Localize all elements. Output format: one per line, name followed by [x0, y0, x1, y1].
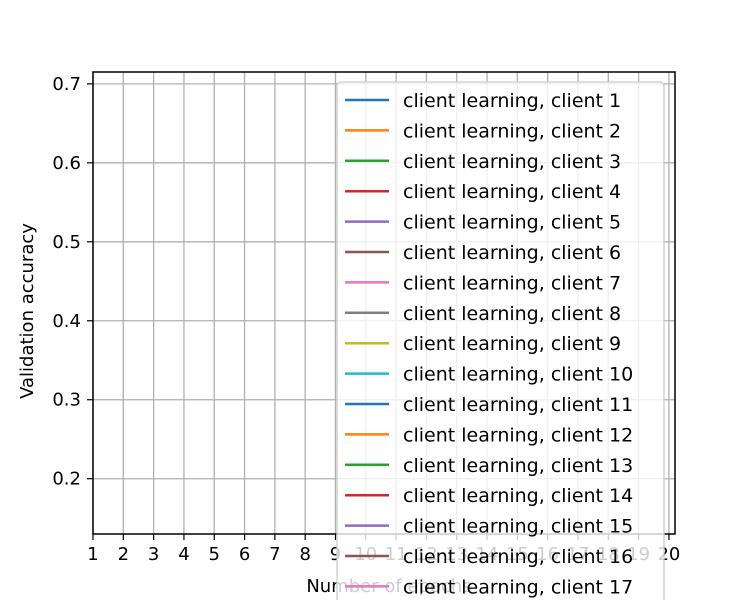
legend-label: client learning, client 10 [403, 364, 633, 386]
x-tick-label: 6 [239, 544, 250, 565]
legend-label: client learning, client 12 [403, 424, 633, 446]
legend-label: client learning, client 3 [403, 151, 621, 173]
legend-label: client learning, client 5 [403, 212, 621, 234]
x-tick-label: 3 [148, 544, 159, 565]
x-tick-label: 2 [118, 544, 129, 565]
legend-label: client learning, client 6 [403, 242, 621, 264]
legend-label: client learning, client 16 [403, 546, 633, 568]
x-tick-label: 4 [178, 544, 189, 565]
legend-label: client learning, client 17 [403, 576, 633, 598]
x-tick-label: 7 [269, 544, 280, 565]
legend-label: client learning, client 9 [403, 333, 621, 355]
legend-label: client learning, client 15 [403, 516, 633, 538]
y-tick-label: 0.5 [52, 232, 81, 253]
legend-label: client learning, client 8 [403, 303, 621, 325]
y-axis-label: Validation accuracy [17, 223, 38, 399]
y-tick-label: 0.6 [52, 153, 81, 174]
legend-box [336, 81, 665, 600]
legend-label: client learning, client 14 [403, 485, 633, 507]
y-tick-label: 0.7 [52, 74, 81, 95]
x-tick-label: 9 [330, 544, 341, 565]
y-tick-label: 0.3 [52, 390, 81, 411]
legend-label: client learning, client 11 [403, 394, 633, 416]
legend-label: client learning, client 7 [403, 272, 621, 294]
legend: client learning, client 1 client learning… [336, 81, 665, 600]
x-tick-label: 5 [209, 544, 220, 565]
x-tick-label: 1 [87, 544, 98, 565]
y-tick-label: 0.2 [52, 469, 81, 490]
legend-label: client learning, client 2 [403, 120, 621, 142]
x-tick-label: 8 [299, 544, 310, 565]
legend-label: client learning, client 13 [403, 455, 633, 477]
legend-label: client learning, client 4 [403, 181, 621, 203]
legend-label: client learning, client 1 [403, 90, 621, 112]
y-tick-label: 0.4 [52, 311, 81, 332]
